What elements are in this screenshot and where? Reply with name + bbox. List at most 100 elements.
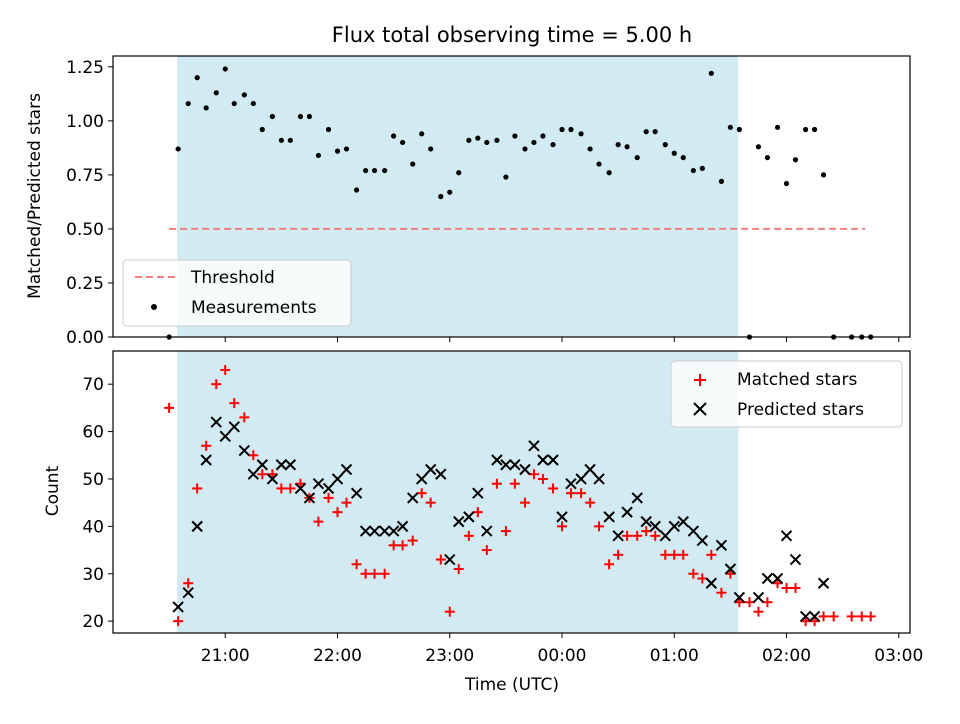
bottom-legend: Matched stars Predicted stars [670,360,903,428]
bottom-ytick-label: 40 [82,517,104,537]
matched-star-point [818,611,829,622]
measurement-point [194,75,200,81]
predicted-star-point [715,539,728,552]
bottom-xtick-label: 21:00 [201,646,250,666]
legend-measurements-marker [151,304,157,310]
measurement-point [419,131,425,137]
measurement-point [494,137,500,143]
predicted-star-stroke [649,520,661,533]
predicted-star-point [331,473,344,485]
measurement-point [269,113,275,120]
measurement-point [410,161,416,167]
predicted-star-point [481,525,493,537]
predicted-star-point [752,591,765,604]
predicted-star-stroke [500,459,512,471]
measurement-point [764,154,771,161]
predicted-star-point [303,492,316,504]
matched-star-point [753,606,764,617]
predicted-star-point [677,515,689,528]
measurement-point [297,113,304,120]
predicted-star-point [247,468,260,480]
bottom-ytick-label: 60 [82,423,104,443]
predicted-star-stroke [789,553,802,566]
predicted-star-stroke [519,463,531,476]
predicted-star-point [519,463,531,476]
bottom-xtick-label: 01:00 [650,646,699,666]
legend-matched-marker [694,374,706,386]
predicted-star-point [640,515,652,528]
predicted-star-point [407,492,419,504]
predicted-star-point [219,430,231,443]
predicted-star-stroke [424,463,437,476]
matched-star-point [509,478,520,489]
predicted-star-stroke [191,520,203,533]
matched-star-point [706,549,717,560]
measurement-point [428,146,434,152]
predicted-star-point [687,525,700,537]
predicted-star-stroke [322,482,335,495]
measurement-point [699,165,705,171]
predicted-star-point [612,530,624,542]
predicted-star-point [284,459,297,471]
matched-star-point [641,526,652,537]
matched-star-point [585,497,596,508]
predicted-star-stroke [556,511,568,523]
matched-star-point [537,473,548,484]
top-ytick-label: 1.00 [66,112,104,132]
predicted-star-point [435,468,447,480]
measurement-point [783,180,790,187]
predicted-star-point [799,610,812,623]
measurement-point [278,137,284,143]
bottom-xtick-label: 22:00 [313,646,362,666]
measurement-point [503,174,509,180]
predicted-star-stroke [172,601,184,613]
predicted-star-stroke [584,463,596,476]
predicted-star-stroke [771,572,784,585]
matched-star-point [323,492,334,503]
predicted-star-point [472,487,484,499]
measurement-point [540,133,546,139]
predicted-star-stroke [340,463,353,476]
measurement-point [811,126,818,133]
legend-measurements-label: Measurements [191,298,317,318]
predicted-star-stroke [547,454,559,466]
measurement-point [755,144,762,150]
predicted-star-stroke [415,473,428,485]
matched-star-point [632,530,643,541]
predicted-star-point [256,459,269,471]
predicted-star-stroke [200,454,212,466]
measurement-point [634,154,640,161]
matched-star-point [565,488,576,499]
predicted-star-point [444,553,456,566]
predicted-star-point [808,610,821,623]
predicted-star-point [761,572,774,585]
matched-star-point [781,582,792,593]
predicted-star-point [350,487,363,499]
predicted-star-stroke [761,572,774,585]
predicted-star-point [266,473,279,485]
measurement-point [671,150,677,156]
predicted-star-stroke [303,492,316,504]
predicted-star-stroke [640,515,652,528]
measurement-point [231,100,237,107]
measurement-point [382,167,388,174]
measurement-point [606,170,612,176]
bottom-ytick-label: 50 [82,470,104,490]
predicted-star-point [696,534,709,547]
matched-star-point [688,568,699,579]
predicted-star-point [191,520,203,533]
predicted-star-stroke [537,454,549,466]
matched-star-point [762,597,773,608]
top-ytick-label: 0.25 [66,274,104,294]
predicted-star-stroke [294,482,307,495]
bottom-xtick-label: 23:00 [425,646,474,666]
predicted-star-stroke [808,610,821,623]
matched-star-point [248,450,259,461]
predicted-star-stroke [312,477,325,490]
measurement-point [287,137,293,143]
top-legend-frame [122,259,352,327]
predicted-star-point [172,601,184,613]
predicted-star-stroke [659,530,671,542]
predicted-star-point [182,587,194,599]
predicted-star-point [547,454,559,466]
